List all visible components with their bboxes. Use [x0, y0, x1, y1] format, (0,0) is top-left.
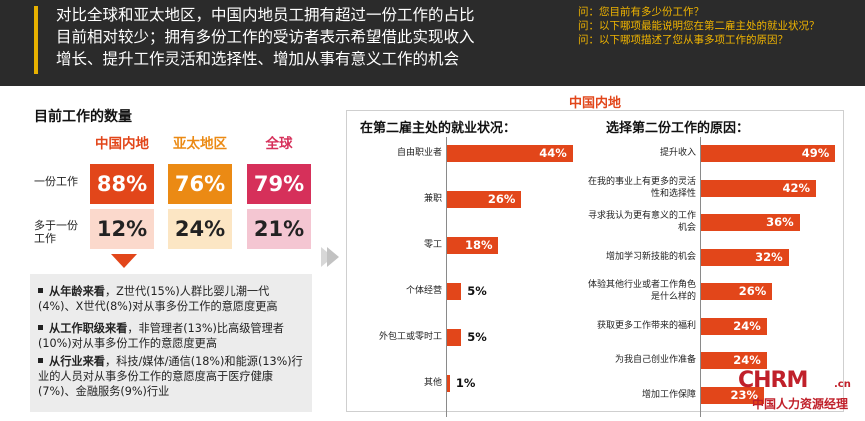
- bar: [447, 375, 450, 392]
- tile-global-one: 79%: [247, 164, 311, 204]
- column-header-global: 全球: [265, 136, 293, 152]
- category-label: 寻求我认为更有意义的工作机会: [587, 211, 696, 233]
- header-banner: 对比全球和亚太地区，中国内地员工拥有超过一份工作的占比 目前相对较少；拥有多份工…: [0, 0, 865, 86]
- category-label: 为我自己创业作准备: [614, 355, 696, 365]
- chart-axis: [700, 137, 701, 417]
- bar: [701, 283, 773, 300]
- bullet-icon: [38, 358, 43, 363]
- note-body: ，Z世代(15%)人群比婴儿潮一代(4%)、X世代(8%)对从事多份工作的意愿度…: [38, 285, 278, 313]
- bar: [447, 191, 522, 208]
- category-label: 个体经营: [405, 286, 442, 296]
- data-label: 42%: [782, 180, 811, 195]
- bullet-icon: [38, 325, 43, 330]
- data-label: 44%: [539, 146, 567, 160]
- tile-china-one: 88%: [90, 164, 154, 204]
- chrm-logo-subtitle: 中国人力资源经理: [752, 397, 849, 411]
- chrm-logo-suffix: .cn: [834, 379, 851, 390]
- chevron-right-icon: [321, 247, 339, 267]
- banner-line: 对比全球和亚太地区，中国内地员工拥有超过一份工作的占比: [56, 6, 475, 24]
- data-label: 26%: [738, 284, 767, 298]
- chart-axis: [446, 137, 447, 417]
- data-label: 24%: [733, 353, 761, 367]
- note-level: 从工作职级来看，非管理者(13%)比高级管理者(10%)对从事多份工作的意愿度更…: [38, 321, 306, 351]
- data-label: 5%: [467, 330, 487, 344]
- down-pointer-icon: [111, 254, 137, 268]
- bullet-icon: [38, 288, 43, 293]
- category-label: 提升收入: [659, 148, 696, 158]
- note-heading: 从行业来看: [49, 355, 105, 368]
- note-body: ，科技/媒体/通信(18%)和能源(13%)行业的人员对从事多份工作的意愿度高于…: [38, 355, 303, 398]
- bar: [701, 386, 765, 404]
- bar: [701, 145, 836, 162]
- bar: [447, 237, 499, 254]
- banner-text: 对比全球和亚太地区，中国内地员工拥有超过一份工作的占比 目前相对较少；拥有多份工…: [56, 4, 526, 70]
- survey-question: 问：以下哪项最能说明您在第二雇主处的就业状况？: [578, 20, 820, 32]
- note-heading: 从年龄来看: [49, 285, 105, 298]
- data-label: 23%: [730, 387, 759, 402]
- row-label-one-job: 一份工作: [34, 175, 78, 188]
- note-heading: 从工作职级来看: [49, 322, 128, 335]
- banner-line: 增长、提升工作灵活和选择性、增加从事有意义工作的机会: [56, 50, 460, 68]
- category-label: 自由职业者: [396, 148, 442, 158]
- bar: [701, 317, 767, 335]
- region-title: 中国内地: [568, 96, 621, 111]
- row-label-multi-job: 多于一份 工作: [34, 219, 78, 245]
- banner-line: 目前相对较少；拥有多份工作的受访者表示希望借此实现收入: [56, 28, 475, 46]
- chrm-logo: CHRM: [738, 368, 808, 393]
- data-label: 1%: [455, 376, 476, 390]
- data-label: 26%: [487, 192, 516, 206]
- note-body: ，非管理者(13%)比高级管理者(10%)对从事多份工作的意愿度更高: [38, 322, 284, 350]
- category-label: 增加工作保障: [641, 389, 696, 400]
- bar: [447, 145, 573, 162]
- bar: [701, 214, 800, 231]
- tile-global-multi: 21%: [247, 209, 311, 249]
- data-label: 18%: [464, 238, 493, 252]
- category-label: 其他: [423, 378, 442, 388]
- data-label: 5%: [467, 284, 487, 298]
- note-age: 从年龄来看，Z世代(15%)人群比婴儿潮一代(4%)、X世代(8%)对从事多份工…: [38, 284, 306, 314]
- data-label: 32%: [755, 249, 783, 264]
- tile-apac-one: 76%: [168, 164, 232, 204]
- category-label: 在我的事业上有更多的灵活性和选择性: [587, 176, 696, 199]
- bar: [447, 329, 462, 346]
- column-header-apac: 亚太地区: [173, 136, 227, 152]
- category-label: 增加学习新技能的机会: [605, 251, 696, 262]
- accent-bar: [34, 6, 38, 74]
- category-label: 兼职: [423, 194, 442, 204]
- category-label: 零工: [423, 240, 442, 250]
- data-label: 36%: [766, 215, 794, 229]
- chart-title-reasons: 选择第二份工作的原因：: [606, 121, 750, 136]
- data-label: 24%: [733, 318, 761, 333]
- category-label: 获取更多工作带来的福利: [596, 320, 696, 331]
- tile-apac-multi: 24%: [168, 209, 232, 249]
- bar: [447, 283, 462, 300]
- notes-box: 从年龄来看，Z世代(15%)人群比婴儿潮一代(4%)、X世代(8%)对从事多份工…: [30, 274, 312, 412]
- chart-frame: [346, 110, 844, 412]
- tile-china-multi: 12%: [90, 209, 154, 249]
- category-label: 外包工或零时工: [378, 332, 442, 342]
- data-label: 49%: [801, 146, 830, 160]
- bar: [701, 179, 817, 197]
- survey-question: 问：您目前有多少份工作？: [578, 6, 704, 18]
- job-count-title: 目前工作的数量: [34, 109, 132, 125]
- note-industry: 从行业来看，科技/媒体/通信(18%)和能源(13%)行业的人员对从事多份工作的…: [38, 354, 306, 399]
- survey-question: 问：以下哪项描述了您从事多项工作的原因？: [578, 34, 788, 46]
- column-header-china: 中国内地: [95, 136, 149, 152]
- bar: [701, 248, 789, 266]
- bar: [701, 352, 767, 369]
- chart-title-status: 在第二雇主处的就业状况：: [360, 121, 517, 136]
- category-label: 体验其他行业或者工作角色是什么样的: [587, 280, 696, 302]
